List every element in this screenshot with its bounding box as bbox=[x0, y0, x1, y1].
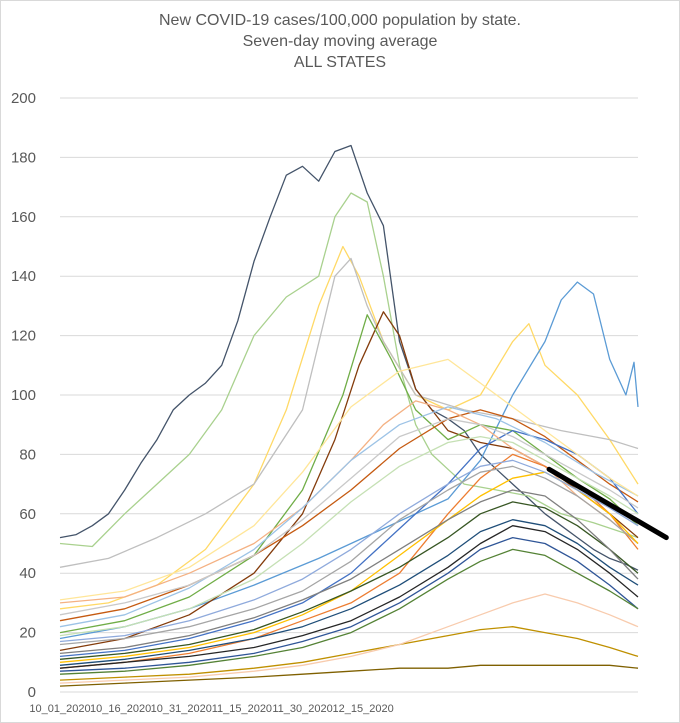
series-line-25 bbox=[59, 358, 639, 601]
y-tick-label: 60 bbox=[19, 506, 36, 523]
series-line-1 bbox=[59, 144, 639, 571]
y-tick-label: 160 bbox=[11, 209, 36, 226]
chart-title: New COVID-19 cases/100,000 population by… bbox=[159, 12, 521, 29]
series-line-18 bbox=[59, 459, 639, 643]
y-tick-label: 0 bbox=[28, 684, 36, 701]
x-tick-label: 10_01_2020 bbox=[29, 703, 90, 715]
trend-arrow bbox=[546, 466, 669, 541]
series-line-19 bbox=[59, 418, 639, 616]
series-line-15 bbox=[59, 519, 639, 666]
series-line-2 bbox=[59, 192, 639, 548]
series-line-21 bbox=[59, 548, 639, 675]
chart-subtitle-all-states: ALL STATES bbox=[293, 54, 387, 71]
series-line-16 bbox=[59, 501, 639, 660]
y-tick-label: 180 bbox=[11, 149, 36, 166]
series-line-9 bbox=[59, 429, 639, 658]
y-tick-label: 100 bbox=[11, 387, 36, 404]
series-line-4 bbox=[59, 281, 639, 640]
series-line-27 bbox=[59, 525, 639, 669]
y-tick-label: 140 bbox=[11, 268, 36, 285]
series-line-12 bbox=[59, 453, 639, 669]
series-line-13 bbox=[59, 465, 639, 646]
series-line-5 bbox=[59, 257, 639, 568]
series-line-24 bbox=[59, 664, 639, 687]
x-tick-label: 11_30_2020 bbox=[272, 703, 332, 715]
series-line-11 bbox=[59, 406, 639, 628]
y-tick-label: 20 bbox=[19, 625, 36, 642]
series-line-22 bbox=[59, 626, 639, 681]
y-tick-label: 40 bbox=[19, 565, 36, 582]
y-tick-label: 200 bbox=[11, 90, 36, 107]
series-line-26 bbox=[59, 435, 639, 637]
chart-subtitle: Seven-day moving average bbox=[242, 33, 438, 50]
x-tick-label: 10_31_2020 bbox=[151, 703, 212, 715]
x-tick-label: 10_16_2020 bbox=[90, 703, 151, 715]
series-line-10 bbox=[59, 400, 639, 604]
x-tick-label: 11_15_2020 bbox=[212, 703, 272, 715]
y-tick-label: 80 bbox=[19, 446, 36, 463]
series-line-7 bbox=[59, 314, 639, 634]
y-tick-label: 120 bbox=[11, 328, 36, 345]
series-line-17 bbox=[59, 489, 639, 655]
x-tick-label: 12_15_2020 bbox=[333, 703, 394, 715]
series-line-23 bbox=[59, 593, 639, 684]
series-line-20 bbox=[59, 536, 639, 672]
